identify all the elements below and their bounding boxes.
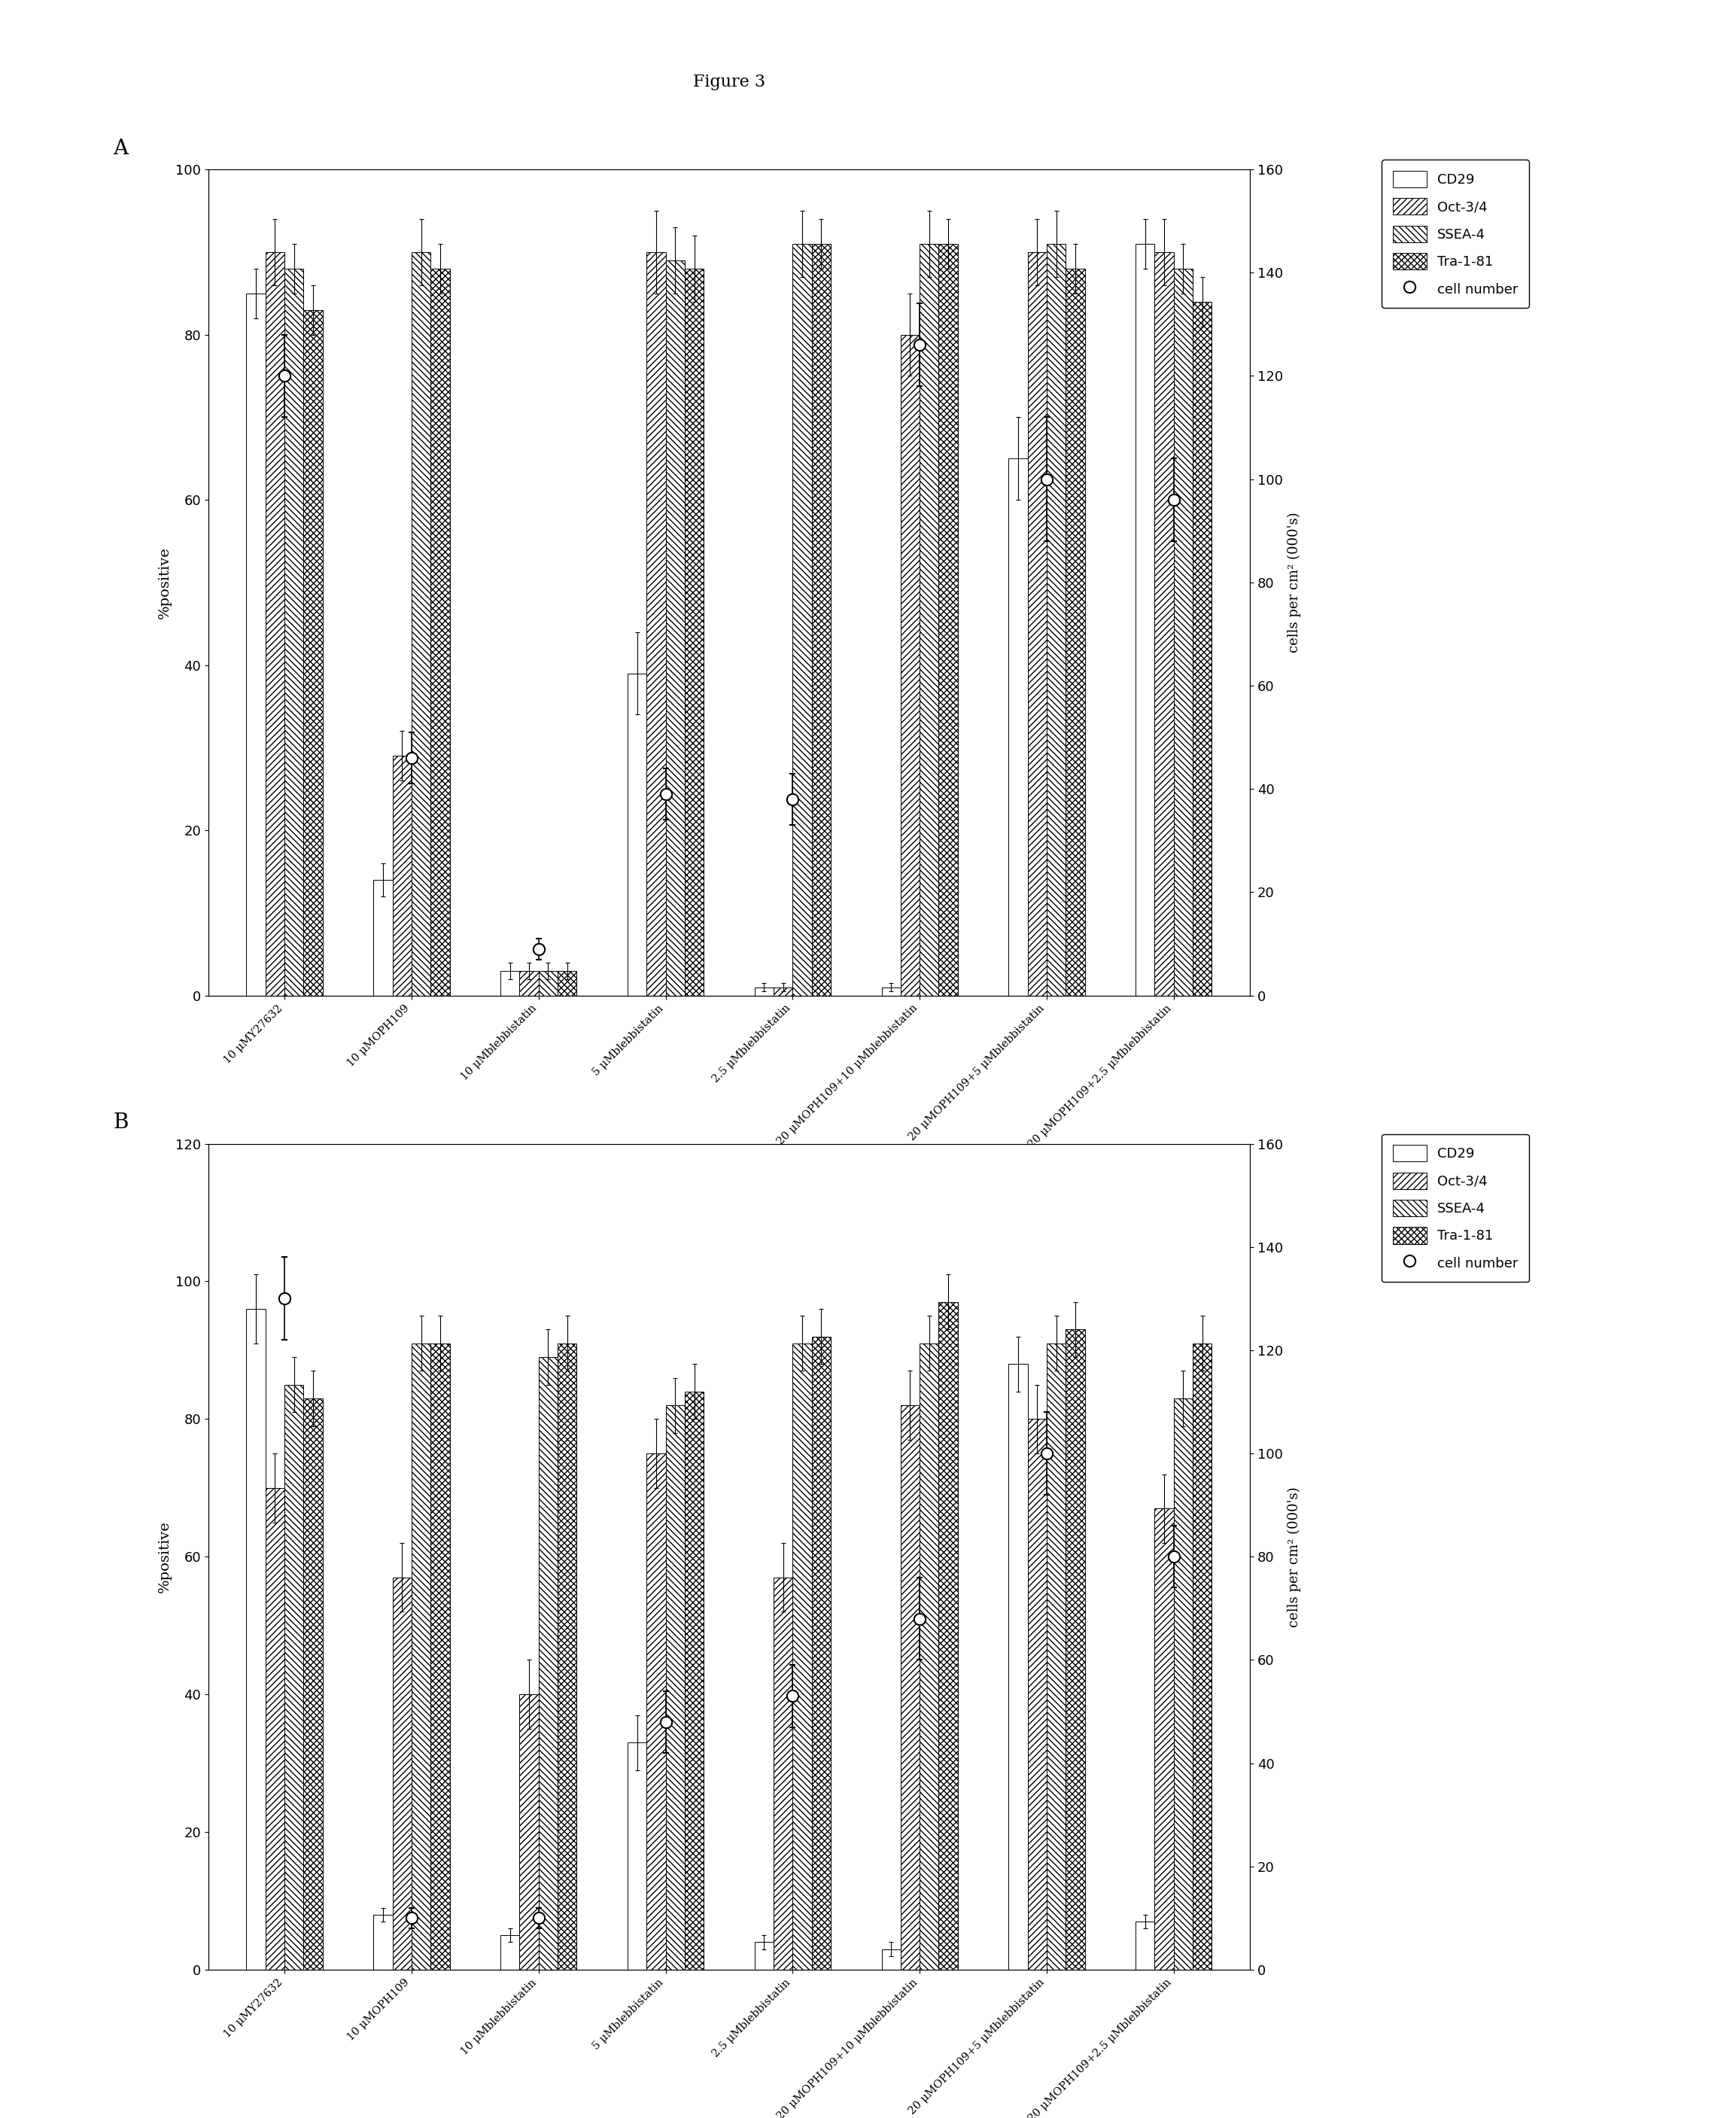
Legend: CD29, Oct-3/4, SSEA-4, Tra-1-81, cell number: CD29, Oct-3/4, SSEA-4, Tra-1-81, cell nu… — [1382, 159, 1529, 307]
Bar — [920, 1343, 939, 1970]
Bar — [1193, 301, 1212, 995]
Bar — [1174, 269, 1193, 995]
Bar — [1009, 457, 1028, 995]
Bar — [939, 244, 958, 995]
Bar — [920, 244, 939, 995]
Bar — [285, 269, 304, 995]
Text: Figure 3: Figure 3 — [693, 74, 766, 91]
Bar — [793, 1343, 812, 1970]
Bar — [538, 970, 557, 995]
Bar — [411, 252, 431, 995]
Bar — [646, 1453, 665, 1970]
Bar — [901, 335, 920, 995]
Y-axis label: %positive: %positive — [158, 1521, 172, 1593]
Bar — [373, 1915, 392, 1970]
Bar — [939, 1303, 958, 1970]
Bar — [882, 987, 901, 995]
Bar — [627, 674, 646, 995]
Bar — [812, 244, 832, 995]
Bar — [684, 1392, 703, 1970]
Bar — [1193, 1343, 1212, 1970]
Y-axis label: %positive: %positive — [158, 546, 172, 618]
Bar — [882, 1949, 901, 1970]
Bar — [1174, 1398, 1193, 1970]
Bar — [500, 1936, 519, 1970]
Bar — [519, 970, 538, 995]
Bar — [665, 1406, 684, 1970]
Bar — [1135, 244, 1154, 995]
Bar — [431, 269, 450, 995]
Bar — [684, 269, 703, 995]
Bar — [304, 1398, 323, 1970]
Bar — [266, 252, 285, 995]
Bar — [1028, 252, 1047, 995]
Bar — [627, 1743, 646, 1970]
Y-axis label: cells per cm² (000's): cells per cm² (000's) — [1286, 1487, 1300, 1627]
Bar — [793, 244, 812, 995]
Bar — [557, 1343, 576, 1970]
Bar — [247, 294, 266, 995]
Bar — [755, 1942, 774, 1970]
Legend: CD29, Oct-3/4, SSEA-4, Tra-1-81, cell number: CD29, Oct-3/4, SSEA-4, Tra-1-81, cell nu… — [1382, 1133, 1529, 1281]
Bar — [812, 1336, 832, 1970]
Bar — [1066, 1330, 1085, 1970]
Bar — [1028, 1419, 1047, 1970]
Bar — [519, 1694, 538, 1970]
Bar — [266, 1487, 285, 1970]
Bar — [557, 970, 576, 995]
Bar — [285, 1385, 304, 1970]
Bar — [538, 1358, 557, 1970]
Bar — [304, 309, 323, 995]
Bar — [665, 261, 684, 995]
Bar — [431, 1343, 450, 1970]
Bar — [1154, 1508, 1174, 1970]
Bar — [1066, 269, 1085, 995]
Text: A: A — [113, 138, 128, 159]
Bar — [774, 987, 793, 995]
Bar — [1009, 1364, 1028, 1970]
Bar — [373, 879, 392, 995]
Bar — [1135, 1921, 1154, 1970]
Bar — [774, 1578, 793, 1970]
Bar — [1047, 244, 1066, 995]
Bar — [901, 1406, 920, 1970]
Bar — [411, 1343, 431, 1970]
Text: B: B — [113, 1112, 128, 1133]
Bar — [392, 1578, 411, 1970]
Bar — [247, 1309, 266, 1970]
Bar — [755, 987, 774, 995]
Bar — [392, 756, 411, 995]
Bar — [1154, 252, 1174, 995]
Bar — [646, 252, 665, 995]
Bar — [500, 970, 519, 995]
Bar — [1047, 1343, 1066, 1970]
Y-axis label: cells per cm² (000's): cells per cm² (000's) — [1286, 513, 1300, 652]
